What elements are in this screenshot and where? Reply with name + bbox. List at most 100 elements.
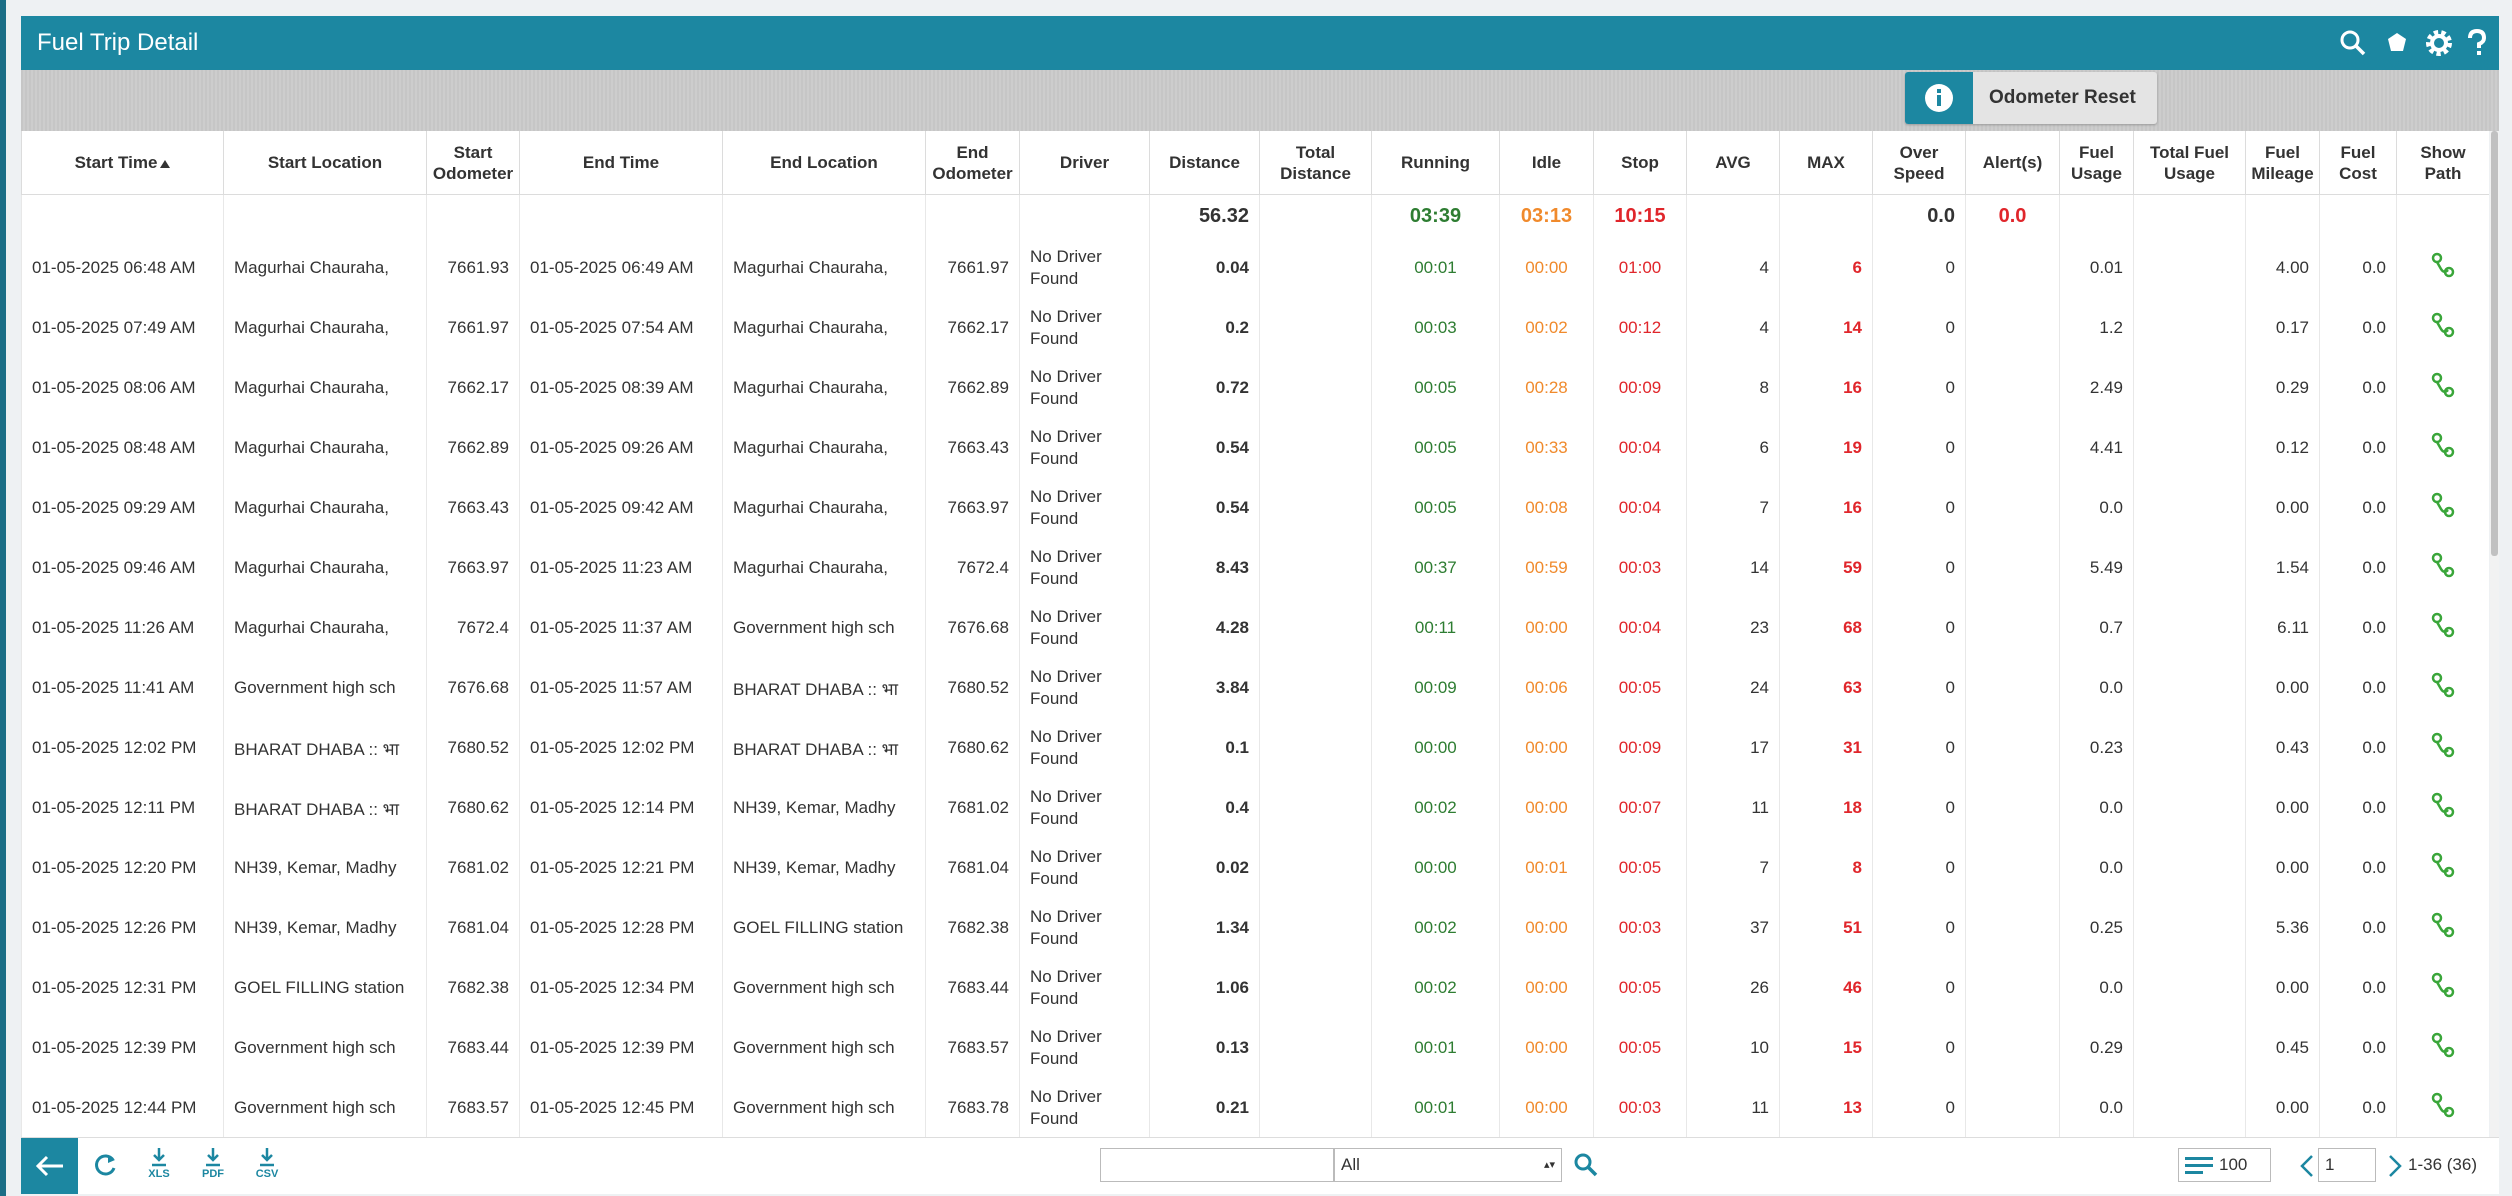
end-location: BHARAT DHABA :: भा <box>733 739 898 759</box>
cell: 7662.89 <box>925 358 1020 418</box>
show-path-icon[interactable] <box>2431 792 2455 820</box>
cell: 63 <box>1779 658 1873 718</box>
stop: 01:00 <box>1618 258 1662 277</box>
show-path-icon[interactable] <box>2431 612 2455 640</box>
fuel-mileage: 0.00 <box>2275 858 2309 877</box>
empty-cell <box>2133 718 2246 778</box>
search-input[interactable] <box>1100 1148 1334 1182</box>
show-path-icon[interactable] <box>2431 972 2455 1000</box>
end-time: 01-05-2025 12:34 PM <box>530 978 695 997</box>
cell: Magurhai Chauraha, <box>722 238 926 298</box>
cell <box>2396 418 2489 478</box>
start-odometer: 7683.57 <box>447 1098 509 1117</box>
export-button[interactable]: PDF <box>193 1146 233 1180</box>
fuel-usage: 2.49 <box>2089 378 2123 397</box>
idle: 00:00 <box>1525 918 1568 937</box>
show-path-icon[interactable] <box>2431 1092 2455 1120</box>
trip-row: 01-05-2025 11:41 AM Government high sch 76… <box>21 658 2489 718</box>
filter-select[interactable]: All ▴▾ <box>1334 1148 1562 1182</box>
start-time: 01-05-2025 12:39 PM <box>32 1038 197 1057</box>
cell: 0.23 <box>2059 718 2134 778</box>
trip-row: 01-05-2025 12:02 PM BHARAT DHABA :: भा 768… <box>21 718 2489 778</box>
footer: XLS PDF CSV All ▴▾ 100 1 1-36 (36) <box>21 1137 2499 1194</box>
search-icon[interactable] <box>2339 29 2367 57</box>
cell: 11 <box>1686 778 1780 838</box>
show-path-icon[interactable] <box>2431 732 2455 760</box>
fuel-cost: 0.0 <box>2362 378 2386 397</box>
avg: 17 <box>1750 738 1769 757</box>
show-path-icon[interactable] <box>2431 852 2455 880</box>
idle: 00:08 <box>1525 498 1568 517</box>
cell: 13 <box>1779 1078 1873 1137</box>
empty-cell <box>1965 298 2060 358</box>
empty-cell <box>1259 194 1372 238</box>
next-page[interactable] <box>2387 1154 2403 1178</box>
empty-cell <box>2133 778 2246 838</box>
prev-page[interactable] <box>2299 1154 2315 1178</box>
show-path-icon[interactable] <box>2431 1032 2455 1060</box>
back-button[interactable] <box>21 1138 78 1194</box>
show-path-icon[interactable] <box>2431 552 2455 580</box>
export-button[interactable]: CSV <box>247 1146 287 1180</box>
cell: 00:00 <box>1499 898 1594 958</box>
total-cell: 0.0 <box>1872 194 1966 238</box>
page-size-select[interactable]: 100 <box>2178 1148 2271 1182</box>
export-button[interactable]: XLS <box>139 1146 179 1180</box>
distance: 1.06 <box>1215 978 1249 997</box>
cell: 0.0 <box>2319 958 2397 1018</box>
idle: 00:00 <box>1525 258 1568 277</box>
cell: 01-05-2025 12:31 PM <box>21 958 224 1018</box>
cell: Magurhai Chauraha, <box>223 598 427 658</box>
odometer-reset-button[interactable]: Odometer Reset <box>1905 72 2157 124</box>
fuel-usage: 4.41 <box>2089 438 2123 457</box>
cell: 01-05-2025 08:39 AM <box>519 358 723 418</box>
cell <box>2396 1018 2489 1078</box>
cell: 0.29 <box>2245 358 2320 418</box>
refresh-icon[interactable] <box>93 1152 119 1178</box>
column-header: Start Odometer <box>426 131 520 195</box>
show-path-icon[interactable] <box>2431 252 2455 280</box>
badge-icon[interactable] <box>2383 29 2411 57</box>
empty-cell <box>1259 538 1372 598</box>
filter-search-icon[interactable] <box>1573 1152 1599 1178</box>
column-header: AVG <box>1686 131 1780 195</box>
show-path-icon[interactable] <box>2431 432 2455 460</box>
cell: 7661.97 <box>426 298 520 358</box>
start-location: Magurhai Chauraha, <box>234 258 389 277</box>
show-path-icon[interactable] <box>2431 312 2455 340</box>
help-icon[interactable] <box>2465 29 2489 57</box>
max: 51 <box>1843 918 1862 937</box>
empty-cell <box>2133 598 2246 658</box>
start-location: Magurhai Chauraha, <box>234 558 389 577</box>
cell: 00:09 <box>1593 718 1687 778</box>
cell: 00:05 <box>1593 838 1687 898</box>
show-path-icon[interactable] <box>2431 372 2455 400</box>
cell: No Driver Found <box>1019 838 1150 898</box>
scrollbar[interactable] <box>2490 131 2499 1137</box>
settings-icon[interactable] <box>2425 29 2453 57</box>
column-label: End Time <box>582 153 660 172</box>
empty-cell <box>2133 838 2246 898</box>
column-label: Start Location <box>267 153 383 172</box>
show-path-icon[interactable] <box>2431 492 2455 520</box>
column-header: Start Time <box>21 131 224 195</box>
cell <box>2396 958 2489 1018</box>
fuel-mileage: 0.00 <box>2275 1098 2309 1117</box>
empty-cell <box>2133 418 2246 478</box>
cell: 7680.52 <box>925 658 1020 718</box>
column-label: Driver <box>1059 153 1110 172</box>
end-location: Magurhai Chauraha, <box>733 498 888 517</box>
start-location: BHARAT DHABA :: भा <box>234 739 399 759</box>
fuel-usage: 0.01 <box>2089 258 2123 277</box>
header-bar: Fuel Trip Detail <box>21 16 2499 70</box>
column-header: Total Distance <box>1259 131 1372 195</box>
cell: 0.7 <box>2059 598 2134 658</box>
running: 00:05 <box>1414 378 1457 397</box>
start-odometer: 7676.68 <box>447 678 509 697</box>
export-label: PDF <box>202 1168 224 1180</box>
page-select[interactable]: 1 <box>2318 1148 2376 1182</box>
empty-cell <box>2396 194 2489 238</box>
distance: 3.84 <box>1215 678 1249 697</box>
show-path-icon[interactable] <box>2431 672 2455 700</box>
show-path-icon[interactable] <box>2431 912 2455 940</box>
